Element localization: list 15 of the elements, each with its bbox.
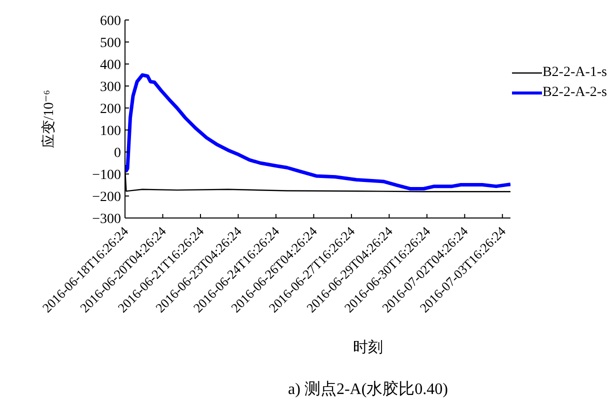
y-tick-label: 100 (100, 124, 121, 139)
y-tick-label: 500 (100, 36, 121, 51)
x-axis-title: 时刻 (352, 338, 384, 357)
legend-label: B2-2-A-1-s (542, 64, 607, 82)
y-tick-label: 0 (114, 146, 121, 161)
y-tick-label: −200 (92, 190, 121, 205)
text: a) 测点2-A(水胶比0.40) (287, 380, 449, 400)
y-tick-label: 300 (100, 80, 121, 95)
y-tick-label: 400 (100, 58, 121, 73)
y-tick-label: 600 (100, 14, 121, 29)
y-tick-label: −300 (92, 212, 121, 227)
y-axis-title: 应变/10⁻⁶ (40, 90, 57, 148)
y-tick-label: 200 (100, 102, 121, 117)
legend-label: B2-2-A-2-s (542, 84, 607, 102)
y-tick-label: −100 (92, 168, 121, 183)
